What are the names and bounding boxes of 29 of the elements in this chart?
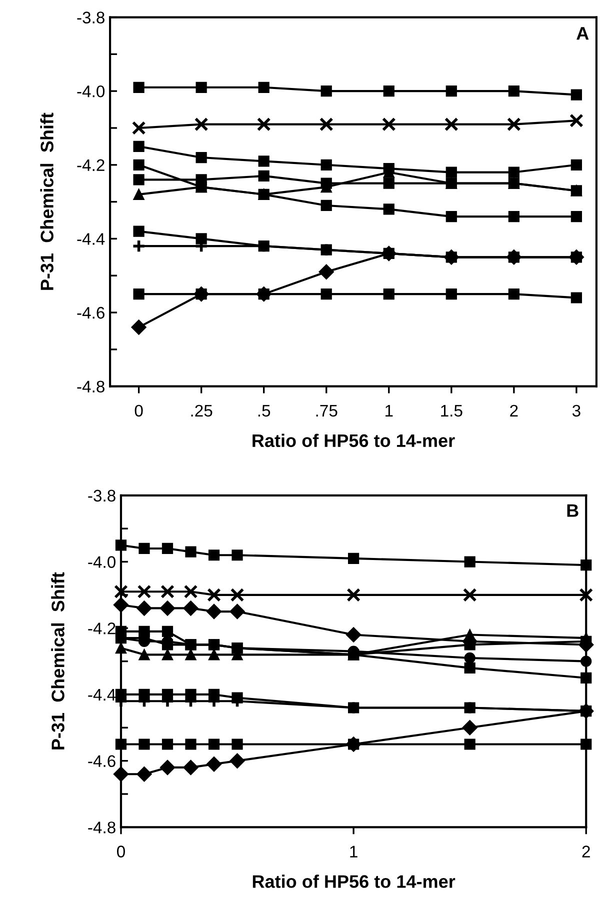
y-tick-label: -4.8 xyxy=(88,822,116,834)
y-tick-label: -4.0 xyxy=(88,556,116,568)
x-tick-label: 2 xyxy=(582,846,590,858)
y-axis-title: P-31 Chemical Shift xyxy=(51,572,64,750)
y-tick-label: -4.2 xyxy=(88,622,116,634)
x-tick-label: 1.5 xyxy=(441,404,462,417)
y-tick-label: -4.8 xyxy=(77,380,104,393)
x-tick-label: 3 xyxy=(572,404,580,417)
y-axis-title: P-31 Chemical Shift xyxy=(40,112,54,290)
y-tick-label: -3.8 xyxy=(88,490,116,502)
annotation: A xyxy=(576,27,589,40)
x-axis-title: Ratio of HP56 to 14-mer xyxy=(252,874,456,888)
y-tick-label: -4.0 xyxy=(77,85,105,98)
x-tick-label: 0 xyxy=(134,404,143,417)
y-tick-label: -4.6 xyxy=(77,306,104,319)
x-tick-label: 1 xyxy=(386,404,393,416)
y-tick-label: -4.4 xyxy=(88,689,116,701)
x-tick-label: 0 xyxy=(117,846,125,858)
x-tick-label: 2 xyxy=(510,404,518,416)
x-tick-label: 1 xyxy=(350,846,358,858)
x-tick-label: .25 xyxy=(191,404,212,417)
y-tick-label: -4.6 xyxy=(88,755,116,768)
y-tick-label: -4.4 xyxy=(77,233,105,245)
y-tick-label: -3.8 xyxy=(77,12,104,24)
annotation: B xyxy=(567,504,578,517)
y-tick-label: -4.2 xyxy=(77,159,104,171)
x-tick-label: .5 xyxy=(258,404,270,417)
x-axis-title: Ratio of HP56 to 14-mer xyxy=(252,434,455,448)
x-tick-label: .75 xyxy=(316,404,338,417)
